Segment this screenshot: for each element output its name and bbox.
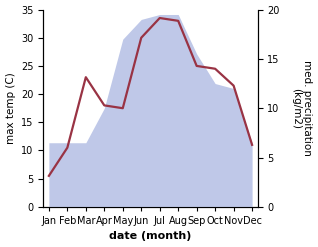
X-axis label: date (month): date (month) [109,231,192,242]
Y-axis label: max temp (C): max temp (C) [5,72,16,144]
Y-axis label: med. precipitation
(kg/m2): med. precipitation (kg/m2) [291,60,313,156]
